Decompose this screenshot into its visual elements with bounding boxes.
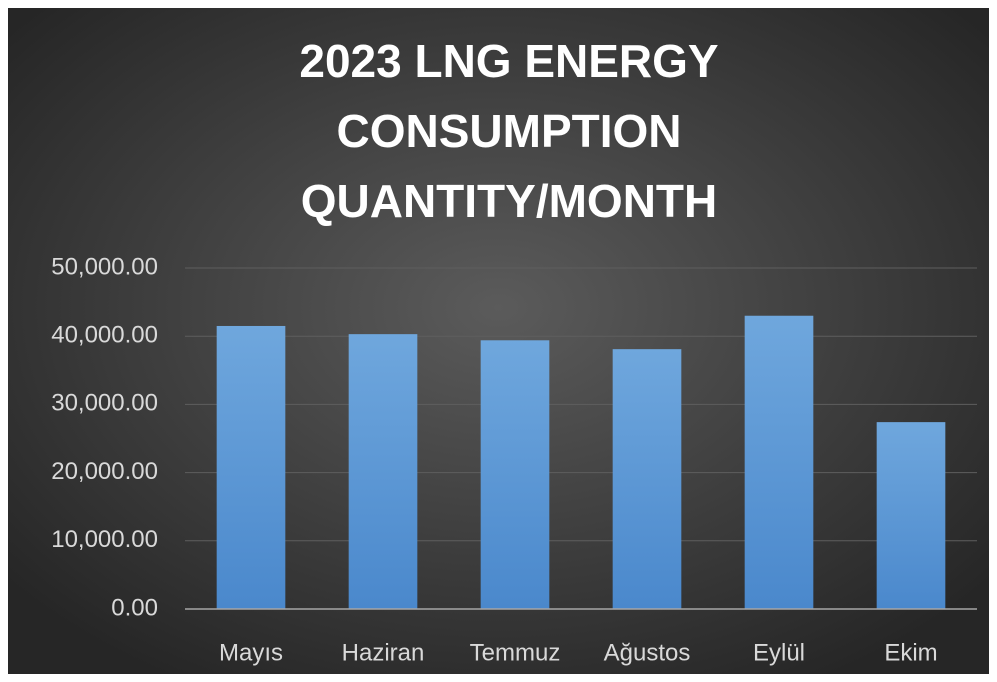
- y-tick-label: 20,000.00: [51, 458, 158, 485]
- y-tick-label: 10,000.00: [51, 526, 158, 553]
- x-tick-label: Eylül: [753, 639, 805, 666]
- x-tick-label: Ekim: [884, 639, 937, 666]
- bar: [876, 422, 946, 609]
- y-tick-label: 50,000.00: [51, 253, 158, 280]
- bar: [744, 315, 814, 609]
- y-tick-label: 0.00: [111, 594, 158, 621]
- bar: [216, 325, 286, 609]
- x-tick-label: Haziran: [342, 639, 425, 666]
- bar: [348, 334, 418, 609]
- x-tick-label: Temmuz: [470, 639, 561, 666]
- x-tick-label: Mayıs: [219, 639, 283, 666]
- bar: [612, 349, 682, 609]
- y-tick-label: 30,000.00: [51, 390, 158, 417]
- chart-title: 2023 LNG ENERGY CONSUMPTION QUANTITY/MON…: [299, 35, 719, 227]
- bar: [480, 340, 550, 609]
- y-tick-label: 40,000.00: [51, 322, 158, 349]
- x-tick-label: Ağustos: [604, 639, 691, 666]
